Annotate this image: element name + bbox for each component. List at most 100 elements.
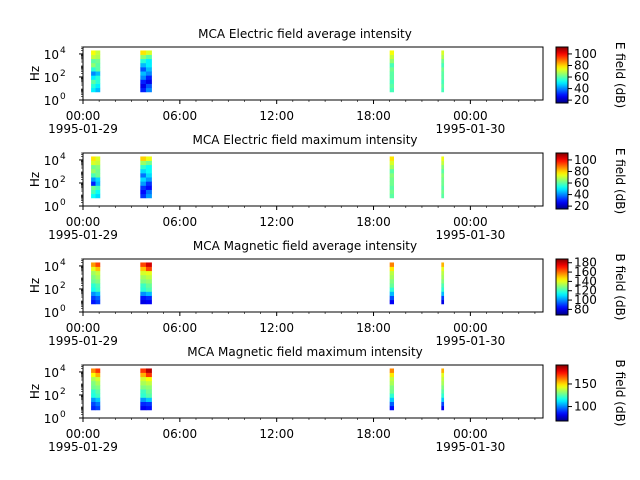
colorbar (555, 258, 569, 316)
spectrogram-cell (140, 79, 147, 84)
spectrogram-cell (140, 58, 147, 64)
x-tick-label: 12:00 (259, 321, 294, 335)
colorbar-tick-label: 100 (574, 400, 597, 414)
x-tick-label: 00:00 (453, 215, 488, 229)
spectrogram-cell (145, 401, 152, 407)
y-axis-label: Hz (28, 278, 42, 293)
spectrogram-cell (95, 193, 101, 199)
y-tick-exponent: 4 (60, 152, 66, 162)
spectrogram-cell (389, 279, 395, 284)
y-tick-label: 10 (44, 94, 59, 108)
spectrogram-cell (145, 266, 152, 272)
colorbar-tick-label: 100 (574, 153, 597, 167)
y-tick-exponent: 2 (60, 175, 66, 185)
spectrogram-cell (389, 291, 395, 296)
spectrogram-cell (145, 291, 152, 296)
spectrogram-cell (145, 87, 152, 93)
spectrogram-cell (441, 266, 445, 272)
spectrogram-cell (441, 67, 445, 72)
y-tick-exponent: 0 (60, 410, 66, 420)
spectrogram-cell (91, 266, 96, 272)
x-tick-label: 00:00 (66, 109, 101, 123)
spectrogram-cell (389, 67, 395, 72)
x-tick-label: 12:00 (259, 427, 294, 441)
spectrogram-cell (140, 368, 147, 373)
colorbar-tick-label: 40 (574, 82, 589, 96)
colorbar (555, 364, 569, 422)
y-tick-exponent: 0 (60, 92, 66, 102)
spectrogram-cell (145, 376, 152, 382)
spectrogram-cell (441, 372, 445, 378)
spectrogram-cell (140, 405, 147, 411)
spectrogram-cell (145, 173, 152, 178)
spectrogram-cell (389, 274, 395, 280)
spectrogram-cell (140, 295, 147, 301)
spectrogram-cell (145, 397, 152, 402)
spectrogram-cell (389, 58, 395, 64)
date-label: 1995-01-29 (48, 228, 118, 242)
spectrogram-cell (140, 83, 147, 89)
spectrogram-cell (91, 295, 96, 301)
panel-title: MCA Electric field maximum intensity (192, 133, 417, 147)
spectrogram-cell (140, 75, 147, 80)
spectrogram-cell (91, 71, 96, 76)
date-label: 1995-01-29 (48, 334, 118, 348)
spectrogram-cell (95, 164, 101, 170)
spectrogram-cell (95, 266, 101, 272)
spectrogram-cell (140, 299, 147, 305)
y-tick-label: 10 (44, 48, 59, 62)
spectrogram-cell (91, 299, 96, 305)
x-tick-label: 00:00 (66, 321, 101, 335)
spectrogram-cell (389, 181, 395, 186)
spectrogram-cell (95, 54, 101, 60)
spectrogram-cell (140, 67, 147, 72)
x-tick-label: 12:00 (259, 109, 294, 123)
colorbar-tick-label: 80 (574, 58, 589, 72)
y-tick-exponent: 4 (60, 258, 66, 268)
spectrogram-cell (91, 372, 96, 378)
spectrogram-cell (91, 279, 96, 284)
spectrogram-cell (95, 274, 101, 280)
y-axis-label: Hz (28, 384, 42, 399)
panel-title: MCA Magnetic field maximum intensity (187, 345, 423, 359)
spectrogram-cell (389, 376, 395, 382)
spectrogram-cell (95, 58, 101, 64)
spectrogram-cell (140, 376, 147, 382)
spectrogram-cell (145, 58, 152, 64)
spectrogram-cell (140, 380, 147, 386)
spectrogram-cell (140, 279, 147, 284)
spectrogram-cell (441, 291, 445, 296)
spectrogram-cell (95, 270, 101, 276)
colorbar-tick-label: 160 (574, 265, 597, 279)
spectrogram-cell (140, 62, 147, 68)
spectrogram-cell (95, 389, 101, 394)
colorbar-tick-label: 100 (574, 47, 597, 61)
spectrogram-cell (145, 295, 152, 301)
spectrogram-cell (95, 83, 101, 89)
spectrogram-cell (145, 185, 152, 190)
x-tick-label: 00:00 (453, 427, 488, 441)
spectrogram-cell (441, 156, 445, 161)
spectrogram-cell (441, 274, 445, 280)
panel-3: MCA Magnetic field average intensityHz10… (28, 239, 627, 348)
spectrogram-cell (140, 270, 147, 276)
panel-2: MCA Electric field maximum intensityHz10… (28, 133, 627, 242)
x-tick-label: 00:00 (66, 215, 101, 229)
spectrogram-cell (95, 376, 101, 382)
spectrogram-cell (91, 380, 96, 386)
date-label: 1995-01-30 (435, 228, 505, 242)
colorbar-tick-label: 60 (574, 176, 589, 190)
spectrogram-cell (95, 185, 101, 190)
spectrogram-cell (441, 380, 445, 386)
colorbar (555, 152, 569, 210)
spectrogram-cell (441, 389, 445, 394)
spectrogram-cell (91, 62, 96, 68)
spectrogram-cell (91, 58, 96, 64)
spectrogram-cell (91, 385, 96, 390)
spectrogram-cell (389, 168, 395, 174)
y-tick-exponent: 4 (60, 46, 66, 56)
panel-title: MCA Magnetic field average intensity (193, 239, 417, 253)
x-tick-label: 06:00 (163, 321, 198, 335)
spectrogram-cell (145, 62, 152, 68)
y-tick-exponent: 4 (60, 364, 66, 374)
